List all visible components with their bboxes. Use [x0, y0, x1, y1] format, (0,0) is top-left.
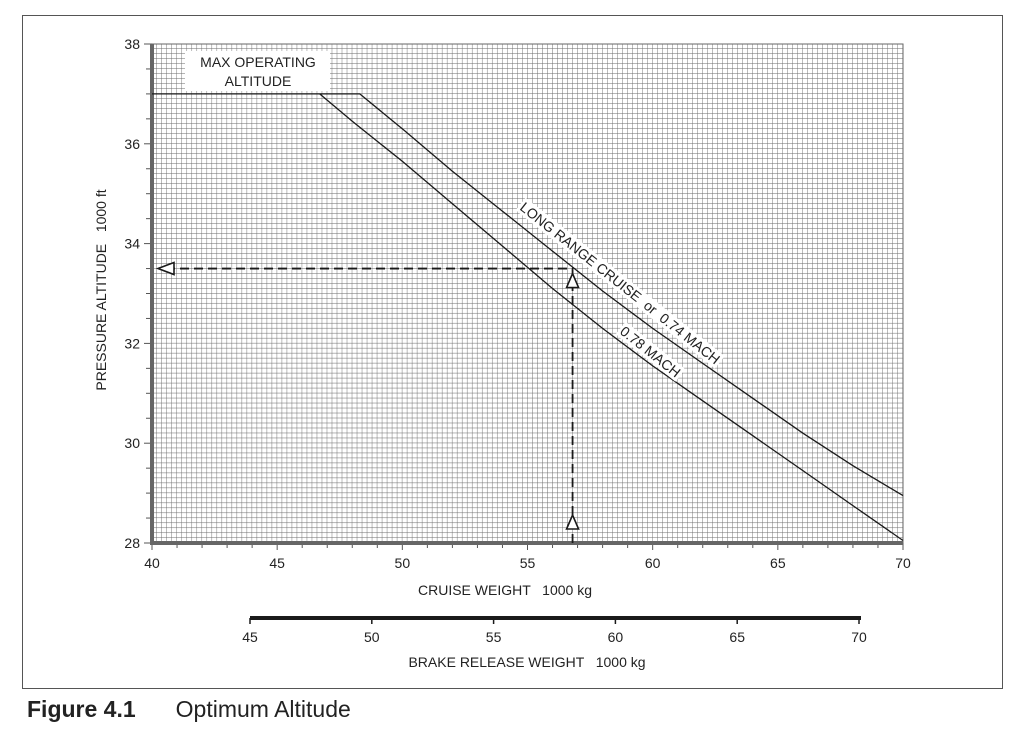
y-tick-label: 28 [124, 535, 140, 551]
max-operating-altitude-label: ALTITUDE [225, 73, 292, 89]
x-tick-label: 50 [395, 555, 411, 571]
y-tick-label: 34 [124, 236, 140, 252]
x-axis-title: CRUISE WEIGHT 1000 kg [418, 582, 592, 598]
up-arrow-icon [565, 512, 580, 530]
x-tick-label: 60 [645, 555, 661, 571]
figure-frame [22, 15, 1003, 689]
up-arrow-icon [565, 271, 580, 289]
y-tick-label: 30 [124, 435, 140, 451]
series-label-long-range-cruise-bg [515, 197, 725, 369]
left-arrow-icon [155, 261, 175, 276]
y-tick-label: 38 [124, 36, 140, 52]
x-tick-label: 40 [144, 555, 160, 571]
x-tick-label: 55 [520, 555, 536, 571]
secondary-x-tick-label: 60 [608, 629, 624, 645]
figure-caption: Figure 4.1 Optimum Altitude [27, 696, 351, 723]
x-tick-label: 45 [269, 555, 285, 571]
secondary-x-tick-label: 65 [729, 629, 745, 645]
max-operating-altitude-label: MAX OPERATING [200, 54, 316, 70]
y-tick-label: 32 [124, 335, 140, 351]
series-label-0-78-mach-bg [615, 321, 686, 382]
optimum-altitude-chart: 40 45 50 55 60 65 70 28 30 32 34 36 38 45 50 55 60 65 70 MA… [93, 36, 911, 670]
series-line-0-78-mach [319, 93, 904, 542]
secondary-x-tick-label: 55 [486, 629, 502, 645]
secondary-x-tick-label: 50 [364, 629, 380, 645]
figure-number: Figure 4.1 [27, 696, 136, 722]
y-axis-title: PRESSURE ALTITUDE 1000 ft [93, 189, 109, 390]
plot-grid [151, 43, 904, 544]
y-tick-label: 36 [124, 136, 140, 152]
x-tick-label: 70 [895, 555, 911, 571]
series-line-long-range-cruise [152, 93, 904, 497]
secondary-x-tick-label: 70 [851, 629, 867, 645]
x-tick-label: 65 [770, 555, 786, 571]
max-operating-altitude-label-bg [185, 51, 330, 91]
secondary-x-axis-title: BRAKE RELEASE WEIGHT 1000 kg [408, 654, 645, 670]
secondary-x-tick-label: 45 [242, 629, 258, 645]
example-dashed-path [174, 267, 574, 543]
figure-title: Optimum Altitude [175, 696, 351, 722]
